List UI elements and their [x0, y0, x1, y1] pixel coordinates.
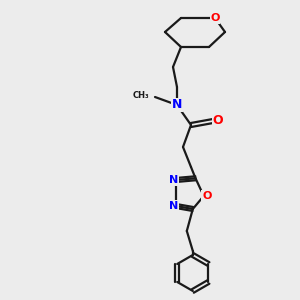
Text: O: O	[213, 115, 223, 128]
Text: O: O	[202, 191, 212, 201]
Text: N: N	[169, 201, 179, 211]
Text: N: N	[169, 175, 179, 185]
Text: N: N	[172, 98, 182, 112]
Text: CH₃: CH₃	[132, 91, 149, 100]
Text: O: O	[210, 13, 220, 23]
